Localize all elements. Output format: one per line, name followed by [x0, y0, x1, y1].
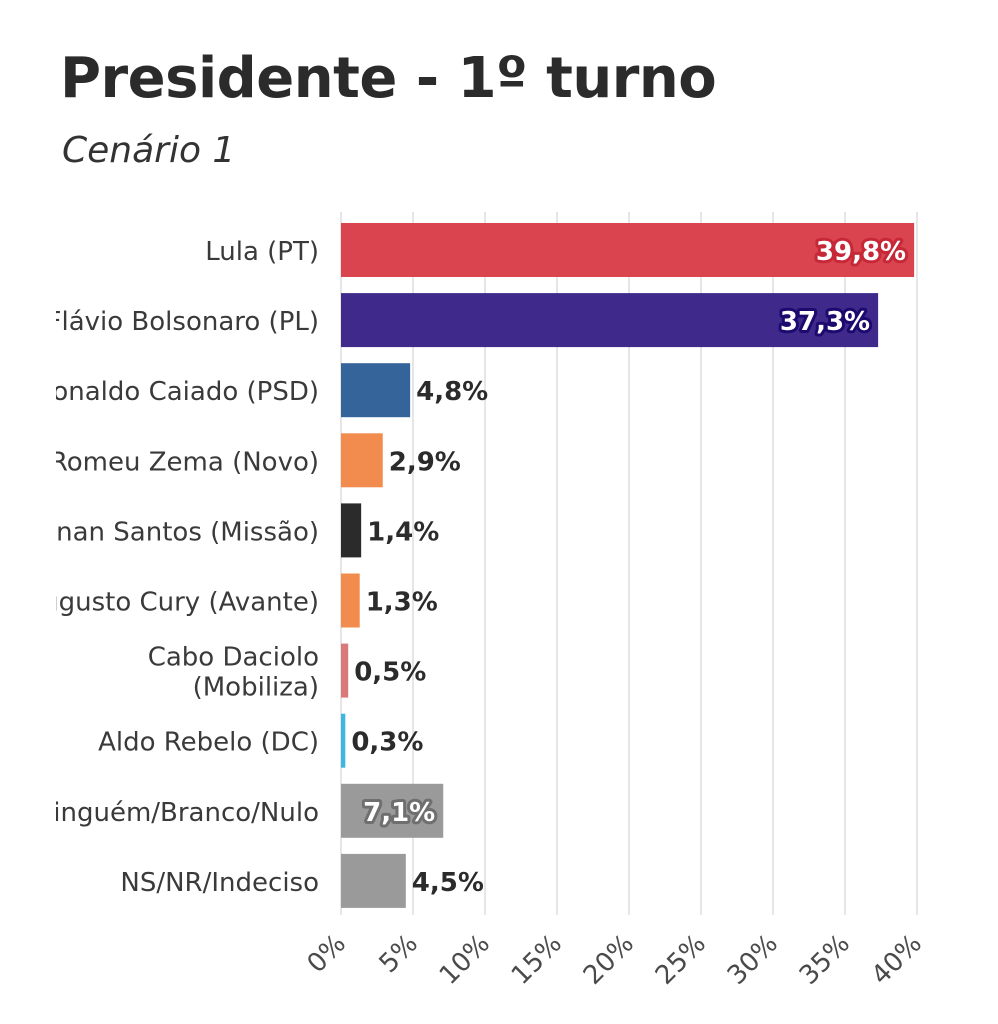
category-label: Lula (PT) — [205, 237, 319, 267]
category-label: NS/NR/Indeciso — [120, 868, 319, 898]
category-label: Renan Santos (Missão) — [23, 517, 319, 547]
bar — [341, 643, 349, 698]
chart-subtitle: Cenário 1 — [62, 130, 236, 171]
x-tick-label: 20% — [578, 929, 640, 991]
value-label: 1,4% — [367, 517, 439, 547]
value-label: 0,5% — [354, 658, 426, 688]
category-label: Flávio Bolsonaro (PL) — [47, 307, 319, 337]
bar — [341, 363, 411, 418]
x-tick-label: 40% — [866, 929, 928, 991]
x-tick-label: 5% — [374, 929, 424, 979]
x-tick-label: 10% — [434, 929, 496, 991]
value-labels: 39,8% 37,3% 4,8% 2,9% 1,4% 1,3% 0,5% 0,3% 7,1% 4,… — [351, 234, 909, 898]
value-label: 0,3% — [351, 728, 423, 758]
category-label: Aldo Rebelo (DC) — [98, 728, 319, 758]
x-axis-ticks: 0% 5% 10% 15% 20% 25% 30% 35% 40% — [302, 929, 928, 991]
bar — [341, 853, 406, 908]
category-label: Augusto Cury (Avante) — [24, 588, 319, 618]
value-label: 4,5% — [412, 868, 484, 898]
value-label: 39,8% — [816, 237, 906, 267]
value-label: 7,1% — [363, 798, 435, 828]
bar — [341, 783, 444, 838]
chart-title: Presidente - 1º turno — [60, 46, 717, 111]
x-tick-label: 15% — [506, 929, 568, 991]
x-tick-label: 25% — [650, 929, 712, 991]
x-tick-label: 35% — [794, 929, 856, 991]
bar — [341, 713, 346, 768]
value-label: 37,3% — [780, 307, 870, 337]
bar — [341, 223, 915, 277]
bar — [341, 573, 360, 628]
category-label: Cabo Daciolo (Mobiliza) — [148, 643, 319, 703]
category-label: Ninguém/Branco/Nulo — [34, 798, 319, 828]
value-label: 1,3% — [366, 588, 438, 618]
bar — [341, 433, 383, 488]
bar — [341, 293, 879, 348]
bars — [341, 223, 915, 908]
value-label: 2,9% — [389, 447, 461, 477]
category-labels: Lula (PT) Flávio Bolsonaro (PL) Ronaldo Ca… — [23, 237, 319, 898]
x-tick-label: 30% — [722, 929, 784, 991]
category-label: Romeu Zema (Novo) — [50, 447, 319, 477]
bar — [341, 503, 362, 558]
x-tick-label: 0% — [302, 929, 352, 979]
value-label: 4,8% — [416, 377, 488, 407]
category-label: Ronaldo Caiado (PSD) — [35, 377, 319, 407]
